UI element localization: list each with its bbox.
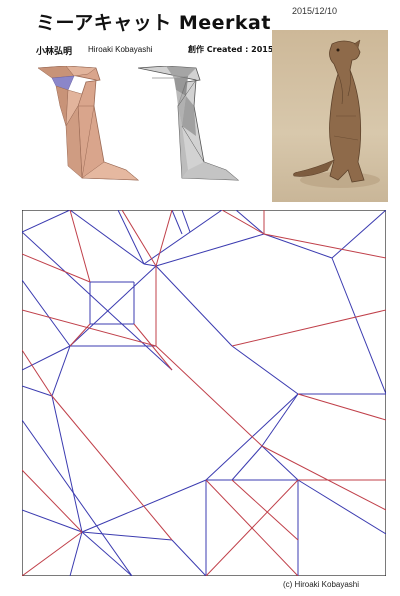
page-title: ミーアキャット Meerkat	[36, 12, 271, 34]
folded-model-illustration	[38, 66, 140, 181]
meerkat-photo	[272, 30, 388, 202]
xray-model-illustration	[138, 66, 240, 181]
author-name-japanese: 小林弘明	[36, 47, 73, 57]
copyright-notice: (c) Hiroaki Kobayashi	[283, 580, 360, 589]
date-label: 2015/12/10	[292, 6, 338, 16]
created-label: 創作 Created : 2015	[188, 45, 274, 54]
mountain-folds	[22, 210, 386, 576]
valley-folds	[22, 210, 386, 576]
author-name-english: Hiroaki Kobayashi	[88, 45, 153, 54]
crease-pattern	[22, 210, 386, 576]
